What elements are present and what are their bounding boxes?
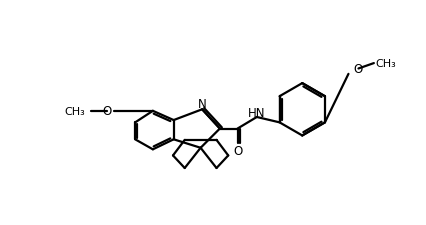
Text: CH₃: CH₃ [64,106,85,116]
Text: O: O [102,105,111,118]
Text: O: O [354,63,363,76]
Text: N: N [198,98,207,111]
Text: HN: HN [248,106,265,119]
Text: O: O [233,144,242,157]
Text: CH₃: CH₃ [375,59,396,69]
